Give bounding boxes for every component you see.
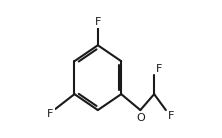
Text: O: O [136,112,145,123]
Text: F: F [47,109,53,119]
Text: F: F [168,112,174,121]
Text: F: F [95,17,101,27]
Text: F: F [156,64,163,74]
